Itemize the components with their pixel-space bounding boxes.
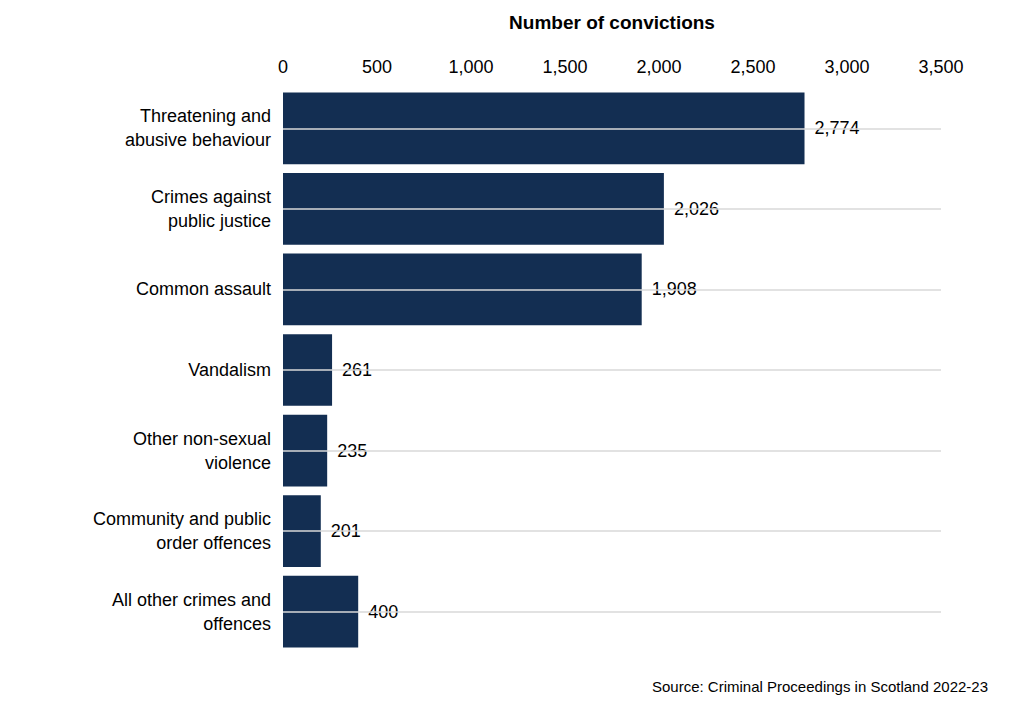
svg-text:Number of convictions: Number of convictions [509,12,715,33]
svg-text:0: 0 [278,57,288,77]
svg-text:Threatening and: Threatening and [140,106,271,126]
svg-text:Crimes against: Crimes against [151,187,271,207]
svg-text:order offences: order offences [156,533,271,553]
svg-text:1,000: 1,000 [448,57,493,77]
svg-text:500: 500 [362,57,392,77]
svg-text:3,000: 3,000 [824,57,869,77]
svg-text:3,500: 3,500 [918,57,963,77]
svg-text:abusive behaviour: abusive behaviour [125,130,271,150]
svg-text:235: 235 [337,440,368,461]
svg-text:201: 201 [330,521,361,542]
svg-text:public justice: public justice [168,211,271,231]
svg-text:400: 400 [368,601,399,622]
svg-text:261: 261 [342,360,373,380]
svg-text:Other non-sexual: Other non-sexual [133,429,271,449]
svg-text:All other crimes and: All other crimes and [112,590,271,610]
svg-text:2,500: 2,500 [730,57,775,77]
svg-text:2,026: 2,026 [673,198,719,219]
svg-text:Community and public: Community and public [93,509,271,529]
svg-text:Vandalism: Vandalism [188,360,271,380]
svg-text:2,000: 2,000 [636,57,681,77]
svg-text:violence: violence [205,453,271,473]
svg-text:offences: offences [203,614,271,634]
svg-text:2,774: 2,774 [814,118,860,139]
svg-text:1,500: 1,500 [542,57,587,77]
svg-text:1,908: 1,908 [651,279,697,300]
svg-text:Source: Criminal Proceedings i: Source: Criminal Proceedings in Scotland… [652,678,988,695]
svg-text:Common assault: Common assault [136,279,271,299]
